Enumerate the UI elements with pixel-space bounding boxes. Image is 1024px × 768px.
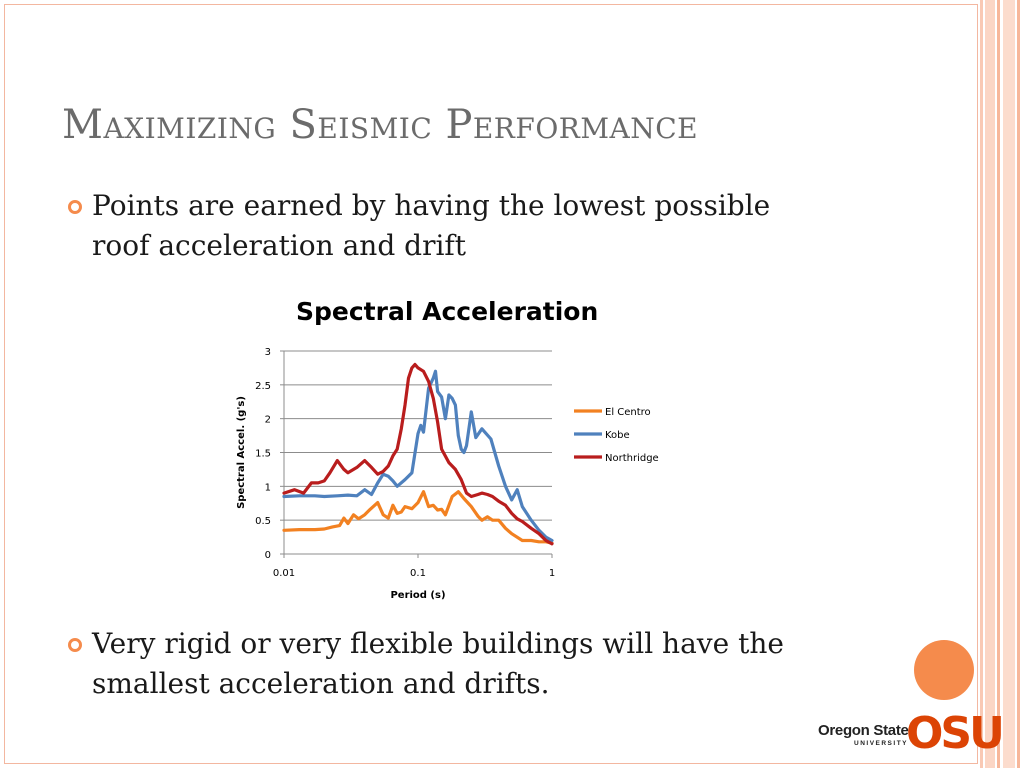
series-line-el-centro [282, 490, 554, 545]
logo-mark: OSU [906, 708, 1005, 759]
x-tick-label: 0.01 [273, 568, 295, 579]
series-line-kobe [282, 369, 554, 543]
slide-title: Maximizing Seismic Performance [62, 102, 699, 148]
legend-label: Kobe [605, 430, 630, 441]
bullet-2-line-1: Very rigid or very flexible buildings wi… [92, 627, 784, 660]
legend-label: El Centro [605, 407, 651, 418]
y-axis-title: Spectral Accel. (g's) [236, 396, 247, 509]
right-stripe [985, 0, 995, 768]
spectral-acceleration-chart: 0 0.5 1 1.5 2 2.5 3 0.01 0.1 1 Period (s) Spectral … [236, 347, 659, 601]
y-tick-label: 3 [265, 347, 271, 358]
bullet-marker-icon [68, 638, 82, 652]
logo-name: Oregon State [818, 722, 909, 739]
decorative-circle [914, 640, 974, 700]
logo-sub: UNIVERSITY [854, 740, 909, 747]
y-tick-label: 0 [265, 550, 271, 561]
bullet-1-line-1: Points are earned by having the lowest p… [92, 189, 771, 222]
right-stripe [1003, 0, 1015, 768]
bullet-1: Points are earned by having the lowest p… [68, 186, 771, 266]
bullet-marker-icon [68, 200, 82, 214]
legend-label: Northridge [605, 453, 659, 464]
x-axis-title: Period (s) [390, 590, 445, 601]
y-tick-label: 2 [265, 415, 271, 426]
osu-logo: Oregon State UNIVERSITY OSU [818, 710, 1005, 760]
bullet-2-line-2: smallest acceleration and drifts. [92, 667, 550, 700]
y-tick-label: 0.5 [255, 516, 271, 527]
slide-frame [4, 4, 978, 764]
chart-title: Spectral Acceleration [296, 297, 599, 326]
right-stripe [997, 0, 1000, 768]
y-tick-label: 2.5 [255, 381, 271, 392]
series-line-northridge [282, 362, 554, 546]
right-stripe [1017, 0, 1020, 768]
x-tick-label: 1 [549, 568, 555, 579]
y-tick-label: 1 [265, 482, 271, 493]
y-tick-label: 1.5 [255, 449, 271, 460]
bullet-2: Very rigid or very flexible buildings wi… [68, 624, 784, 704]
bullet-1-line-2: roof acceleration and drift [92, 229, 467, 262]
right-stripe [980, 0, 983, 768]
x-tick-label: 0.1 [410, 568, 426, 579]
